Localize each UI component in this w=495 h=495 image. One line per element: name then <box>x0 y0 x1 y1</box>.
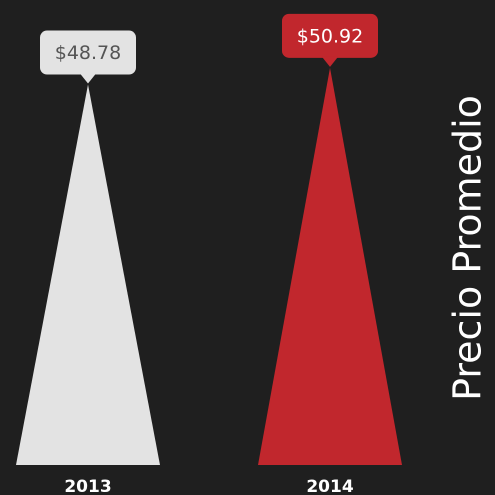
x-tick-label: 2013 <box>64 477 111 495</box>
label-box <box>282 13 378 58</box>
value-label: $48.78 <box>55 42 121 64</box>
label-pointer <box>322 56 338 67</box>
triangle-bar <box>258 67 402 465</box>
label-pointer <box>80 73 96 84</box>
label-box <box>40 30 136 75</box>
value-label: $50.92 <box>297 25 363 47</box>
triangle-bar <box>16 84 160 466</box>
x-tick-label: 2014 <box>306 477 353 495</box>
axis-label: Precio Promedio <box>446 95 490 401</box>
